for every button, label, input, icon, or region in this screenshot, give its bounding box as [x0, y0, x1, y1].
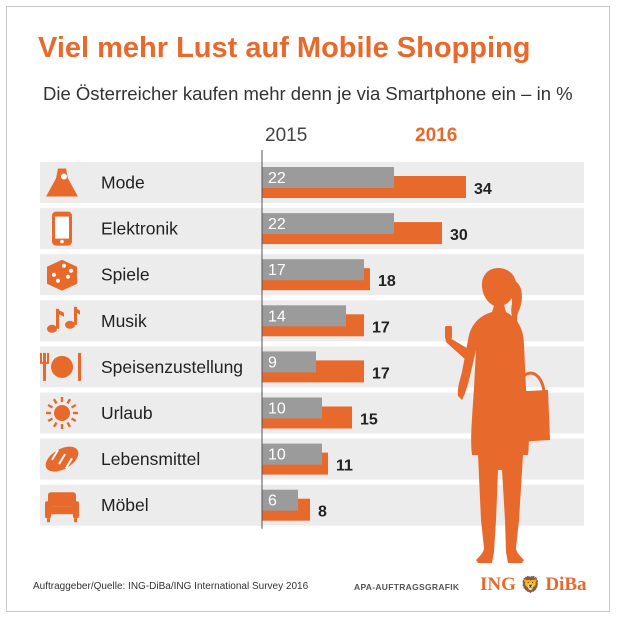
- bar-2015: [262, 213, 394, 235]
- value-label-2016: 11: [336, 458, 353, 475]
- value-label-2016: 34: [474, 181, 492, 198]
- chart-row: Elektronik 22 30: [40, 208, 584, 250]
- armchair-icon: [45, 492, 79, 523]
- plate-cutlery-icon: [40, 352, 81, 381]
- value-label-2016: 17: [372, 365, 390, 382]
- value-label-2015: 10: [268, 447, 286, 464]
- chart-subtitle: Die Österreicher kaufen mehr denn je via…: [43, 83, 573, 104]
- woman-shopping-silhouette: [445, 268, 550, 563]
- value-label-2016: 17: [372, 319, 390, 336]
- value-label-2015: 22: [268, 216, 286, 233]
- value-label-2016: 30: [450, 227, 468, 244]
- category-label: Spiele: [101, 265, 150, 285]
- legend-2016: 2016: [415, 125, 458, 146]
- value-label-2015: 6: [268, 493, 277, 510]
- value-label-2016: 18: [378, 273, 396, 290]
- legend-2015: 2015: [265, 125, 308, 146]
- chart-title: Viel mehr Lust auf Mobile Shopping: [38, 32, 531, 64]
- chart-row: Möbel 6 8: [40, 484, 584, 526]
- chart-row: Mode 22 34: [40, 162, 584, 203]
- apa-credit: APA-AUFTRAGSGRAFIK: [354, 582, 460, 592]
- bar-2015: [262, 167, 394, 188]
- category-label: Lebensmittel: [101, 449, 200, 469]
- value-label-2015: 10: [268, 401, 286, 418]
- dress-icon: [46, 168, 78, 197]
- category-label: Möbel: [101, 495, 149, 515]
- value-label-2015: 14: [268, 308, 286, 325]
- source-note: Auftraggeber/Quelle: ING-DiBa/ING Intern…: [33, 581, 309, 592]
- smartphone-icon: [52, 211, 72, 246]
- value-label-2016: 8: [318, 504, 327, 521]
- dice-icon: [47, 259, 77, 291]
- bread-icon: [45, 446, 79, 472]
- category-label: Urlaub: [101, 403, 153, 423]
- ing-diba-logo: ING 🦁 DiBa: [480, 574, 587, 595]
- sun-icon: [46, 397, 78, 429]
- bar-2015: [262, 305, 346, 327]
- value-label-2015: 9: [268, 354, 277, 371]
- category-label: Musik: [101, 311, 147, 331]
- music-notes-icon: [47, 306, 80, 333]
- bar-2015: [262, 397, 322, 419]
- bar-2015: [262, 259, 364, 281]
- value-label-2015: 22: [268, 170, 286, 187]
- value-label-2016: 15: [360, 412, 378, 429]
- bar-2015: [262, 351, 316, 373]
- category-label: Mode: [101, 173, 145, 193]
- category-label: Elektronik: [101, 219, 178, 239]
- category-label: Speisenzustellung: [101, 357, 243, 377]
- value-label-2015: 17: [268, 262, 286, 279]
- bar-2015: [262, 443, 322, 465]
- bar-2015: [262, 489, 298, 511]
